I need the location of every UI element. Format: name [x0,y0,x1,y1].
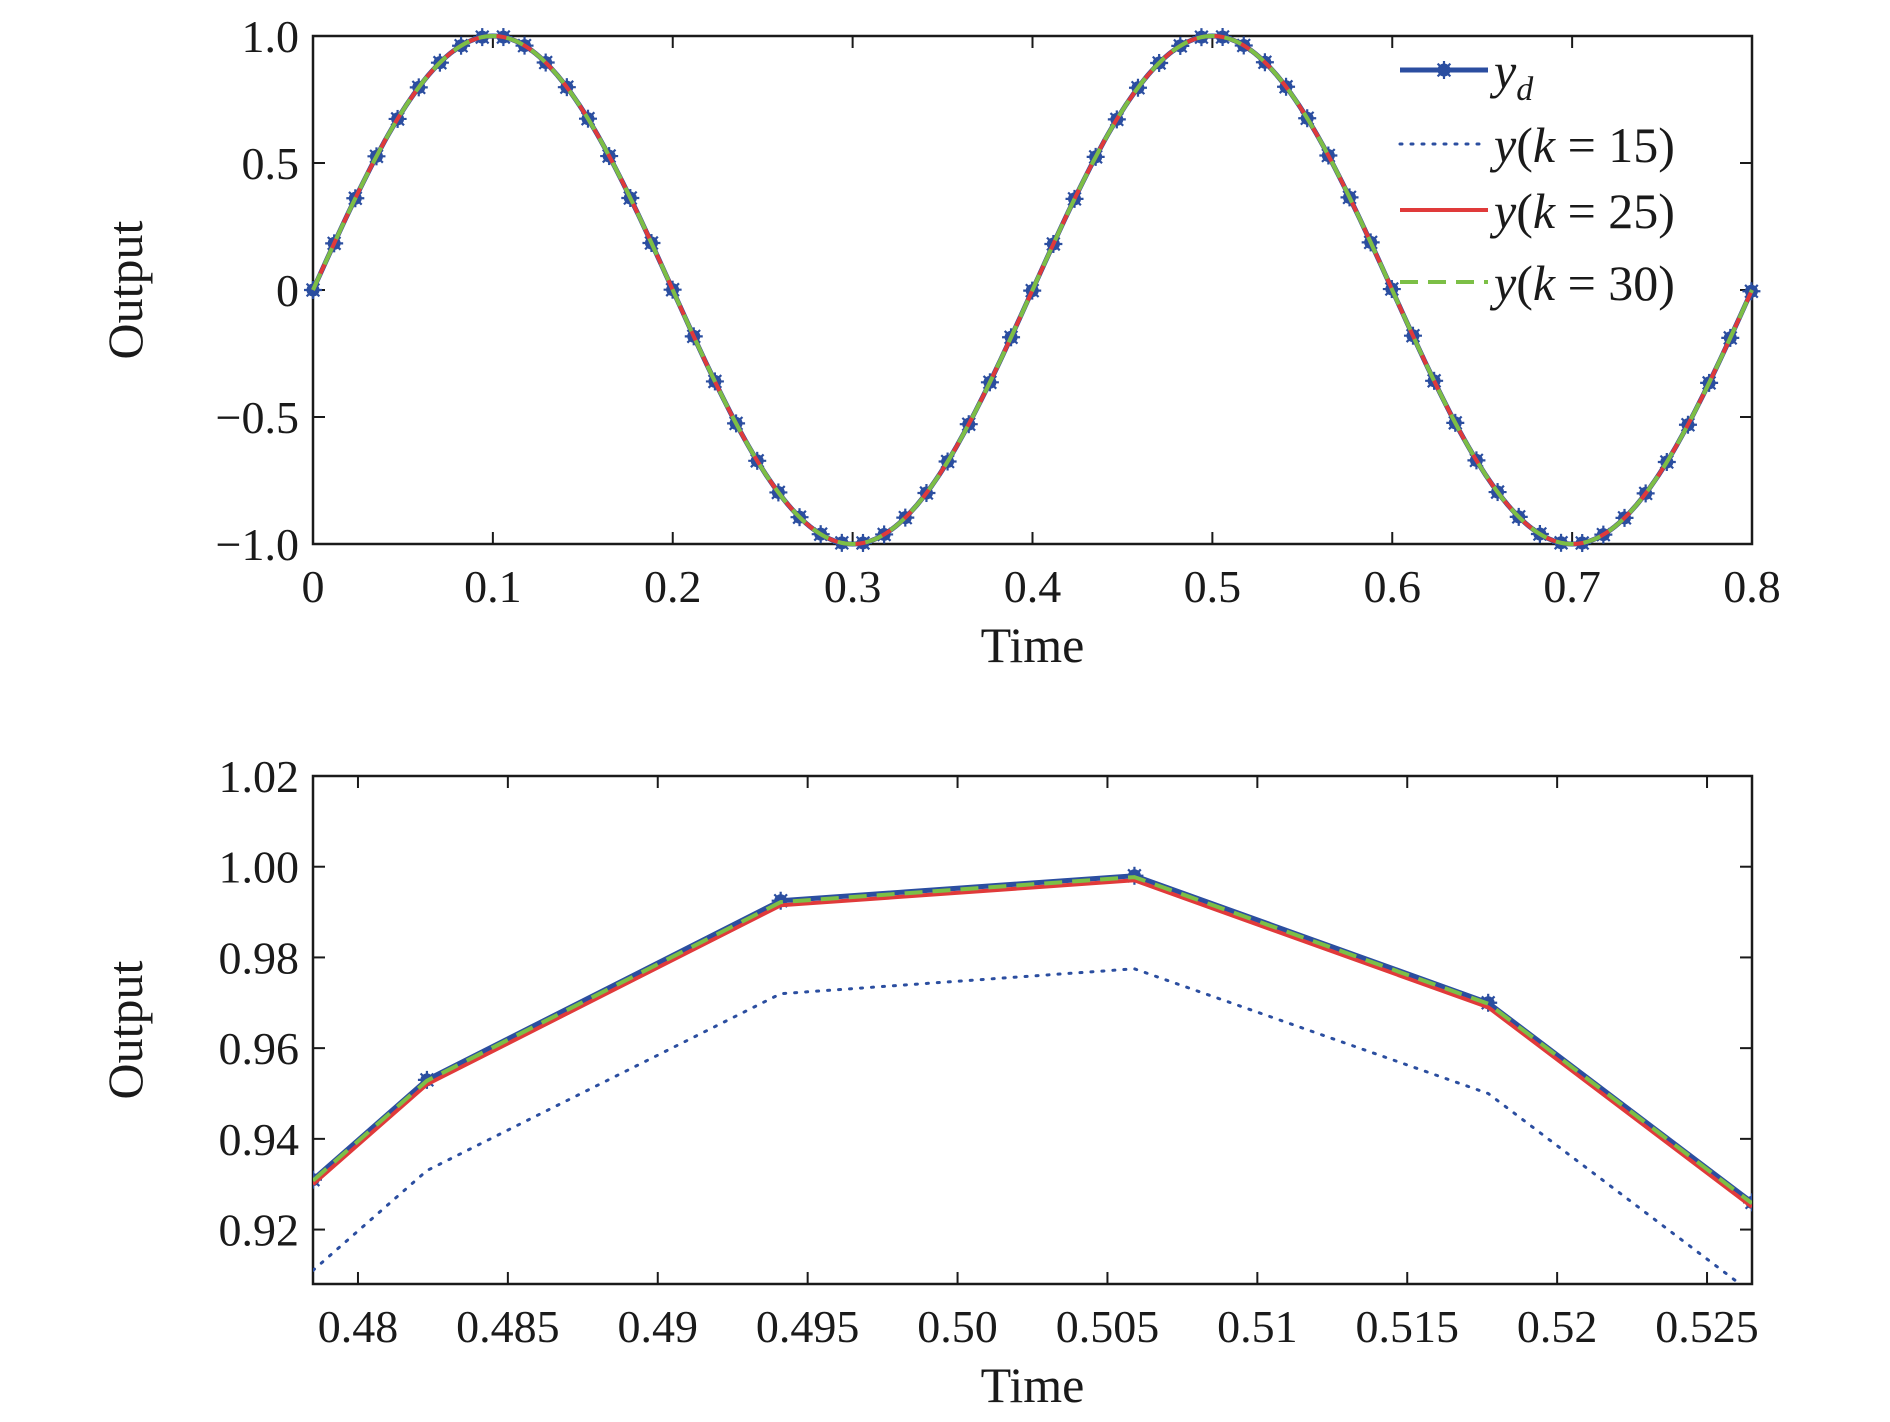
y-tick-label-3: 0.96 [219,1023,300,1074]
legend-item-k15: y(k = 15) [1398,117,1675,173]
bottom-plot: 0.48 0.485 0.49 0.495 0.50 0.505 0.51 0.515 0.52… [97,751,1759,1413]
x-tick-label-6: 0.51 [1217,1301,1298,1352]
x-tick-label-2: 0.2 [644,561,702,612]
x-tick-label-7: 0.7 [1543,561,1601,612]
x-tick-label-0: 0 [302,561,325,612]
legend-item-yd: yd [1400,43,1534,108]
x-tick-label-6: 0.6 [1364,561,1422,612]
top-plot: 0 0.1 0.2 0.3 0.4 0.5 0.6 0.7 0.8 1.0 0.5 0 −0.5 −1.0… [97,11,1781,673]
y-tick-label-0: 1.0 [242,11,300,62]
y-tick-label-5: 0.92 [219,1205,300,1256]
series-line-k30 [311,33,1754,547]
legend-item-k30: y(k = 30) [1400,255,1675,311]
x-tick-label-3: 0.3 [824,561,882,612]
series-line-k25 [313,878,1752,1209]
x-tick-label-5: 0.5 [1184,561,1242,612]
series-line-yd [313,873,1752,1205]
y-tick-label-1: 0.5 [242,138,300,189]
y-tick-label-3: −0.5 [216,392,299,443]
yd-marker-legend [1435,61,1453,79]
y-tick-label-4: 0.94 [219,1114,300,1165]
x-tick-label-5: 0.505 [1056,1301,1160,1352]
legend-label-k25: y(k = 25) [1489,183,1675,239]
x-tick-label-4: 0.50 [917,1301,998,1352]
bottom-series [313,866,1752,1284]
legend-label-k30: y(k = 30) [1489,255,1675,311]
y-tick-label-2: 0.98 [219,932,300,983]
x-axis-label: Time [981,617,1085,673]
x-tick-label-2: 0.49 [618,1301,699,1352]
x-tick-label-8: 0.52 [1517,1301,1598,1352]
axes-frame [311,774,1754,1286]
x-tick-label-7: 0.515 [1355,1301,1459,1352]
series-line-k30 [313,875,1752,1205]
y-tick-label-0: 1.02 [219,751,300,802]
y-tick-label-4: −1.0 [216,519,299,570]
legend-label-yd: yd [1489,43,1534,108]
x-tick-label-0: 0.48 [318,1301,399,1352]
x-tick-label-4: 0.4 [1004,561,1062,612]
series-line-k15 [313,967,1743,1284]
legend-label-k15: y(k = 15) [1489,117,1675,173]
x-tick-label-1: 0.1 [464,561,522,612]
x-tick-label-3: 0.495 [756,1301,860,1352]
yd-markers [313,866,1752,1212]
y-tick-label-2: 0 [276,265,299,316]
y-axis-label: Output [97,960,153,1099]
y-axis-label: Output [97,220,153,359]
x-axis-label: Time [981,1357,1085,1413]
x-tick-label-1: 0.485 [456,1301,560,1352]
x-tick-label-9: 0.525 [1655,1301,1759,1352]
legend-item-k25: y(k = 25) [1400,183,1675,239]
y-tick-label-1: 1.00 [219,842,300,893]
legend: yd y(k = 15) y(k = 25) y(k = 30) [1398,43,1675,311]
x-tick-label-8: 0.8 [1723,561,1781,612]
